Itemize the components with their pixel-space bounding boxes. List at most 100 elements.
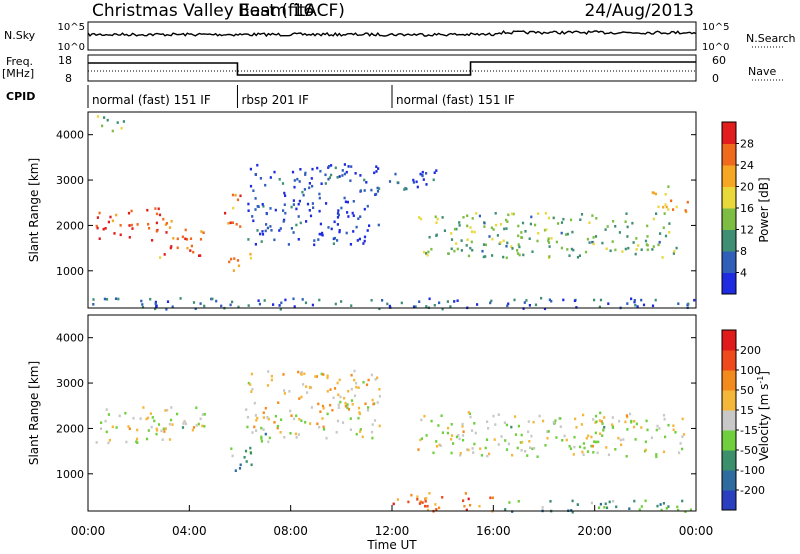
data-cell <box>353 378 356 382</box>
data-cell <box>378 187 381 190</box>
data-cell <box>295 207 298 211</box>
data-cell <box>486 454 489 458</box>
data-cell <box>527 420 530 423</box>
data-cell <box>233 257 236 260</box>
data-cell <box>292 297 295 301</box>
data-cell <box>561 439 564 442</box>
colorbar-swatch <box>722 122 736 144</box>
data-cell <box>231 193 235 197</box>
data-cell <box>489 496 492 500</box>
data-cell <box>292 199 295 202</box>
data-cell <box>460 239 463 242</box>
data-cell <box>297 433 300 436</box>
data-cell <box>625 455 628 458</box>
data-cell <box>191 428 194 432</box>
data-cell <box>525 299 528 302</box>
data-cell <box>338 378 341 382</box>
data-cell <box>499 241 502 244</box>
data-cell <box>264 406 267 410</box>
data-cell <box>472 451 475 454</box>
data-cell <box>170 245 173 248</box>
data-cell <box>170 220 173 223</box>
colorbar-swatch <box>722 430 736 451</box>
data-cell <box>664 203 667 206</box>
data-cell <box>249 167 252 171</box>
data-cell <box>591 240 594 244</box>
data-cell <box>249 451 253 455</box>
data-cell <box>120 127 123 130</box>
data-cell <box>329 403 332 407</box>
data-cell <box>562 298 565 302</box>
data-cell <box>169 418 173 422</box>
data-cell <box>366 204 369 208</box>
data-cell <box>514 433 518 436</box>
data-cell <box>497 443 500 446</box>
data-cell <box>258 302 261 306</box>
data-cell <box>127 425 130 428</box>
data-cell <box>652 245 655 248</box>
data-cell <box>681 435 684 438</box>
data-cell <box>304 421 307 424</box>
data-cell <box>423 414 426 418</box>
nave-label: Nave <box>748 65 776 78</box>
data-cell <box>277 401 280 404</box>
data-cell <box>534 303 538 307</box>
data-cell <box>142 406 145 409</box>
data-cell <box>492 414 495 418</box>
data-cell <box>549 500 552 503</box>
data-cell <box>667 423 670 427</box>
data-cell <box>581 450 584 454</box>
data-cell <box>455 242 458 245</box>
data-cell <box>261 233 265 236</box>
velocity-y-axis: 1000 2000 3000 4000 <box>56 332 696 481</box>
data-cell <box>322 373 325 376</box>
data-cell <box>336 212 340 215</box>
data-cell <box>299 221 302 225</box>
data-cell <box>621 250 624 253</box>
data-cell <box>455 435 459 439</box>
data-cell <box>635 248 638 251</box>
data-cell <box>231 221 234 224</box>
data-cell <box>168 226 172 229</box>
data-cell <box>96 115 100 118</box>
data-cell <box>105 408 108 411</box>
data-cell <box>504 508 507 511</box>
data-cell <box>655 212 658 215</box>
data-cell <box>328 165 331 168</box>
data-cell <box>516 446 519 450</box>
data-cell <box>184 228 187 232</box>
data-cell <box>268 436 271 440</box>
data-cell <box>168 438 172 441</box>
data-cell <box>357 416 360 420</box>
data-cell <box>261 203 264 206</box>
data-cell <box>605 247 608 251</box>
data-cell <box>575 306 578 309</box>
data-cell <box>107 220 110 224</box>
data-cell <box>474 431 477 435</box>
data-cell <box>433 304 436 307</box>
data-cell <box>284 298 287 302</box>
data-cell <box>517 224 520 228</box>
data-cell <box>346 211 349 214</box>
data-cell <box>370 299 373 302</box>
data-cell <box>357 217 360 220</box>
data-cell <box>332 242 335 245</box>
data-cell <box>265 212 268 216</box>
data-cell <box>251 215 254 218</box>
data-cell <box>304 173 307 176</box>
data-cell <box>176 412 179 416</box>
data-cell <box>300 419 303 422</box>
data-cell <box>441 431 444 434</box>
data-cell <box>288 390 291 393</box>
data-cell <box>547 239 550 242</box>
data-cell <box>611 240 614 243</box>
data-cell <box>536 455 539 458</box>
data-cell <box>359 428 362 431</box>
x-tick-label: 12:00 <box>375 524 410 538</box>
data-cell <box>351 402 354 406</box>
data-cell <box>95 224 98 228</box>
data-cell <box>132 416 135 420</box>
data-cell <box>463 504 466 508</box>
data-cell <box>622 438 625 441</box>
data-cell <box>231 454 234 458</box>
